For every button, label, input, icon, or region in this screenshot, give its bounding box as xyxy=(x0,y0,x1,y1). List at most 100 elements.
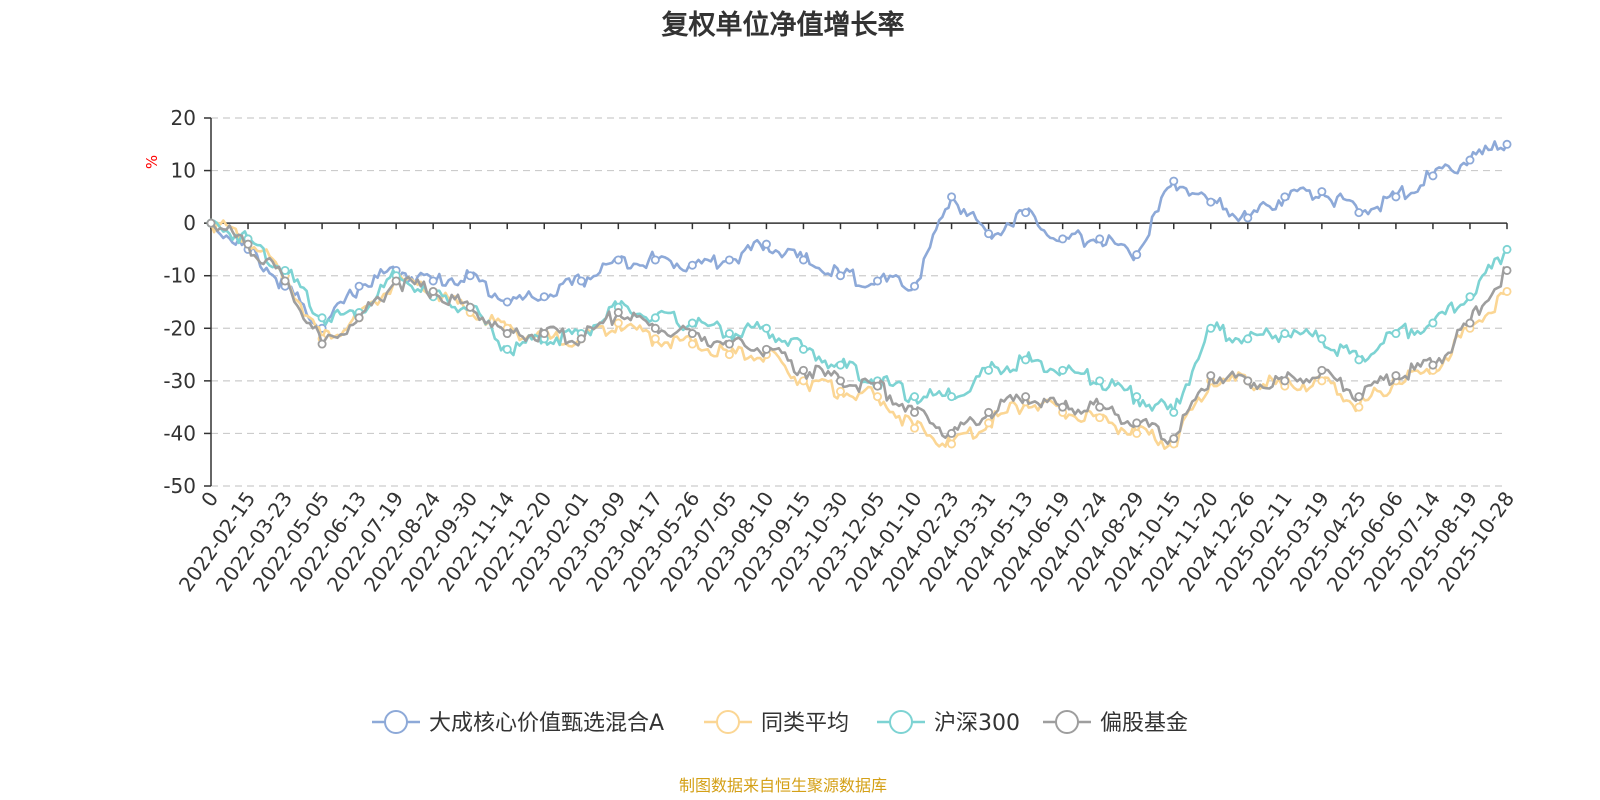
data-point xyxy=(761,344,771,354)
legend[interactable]: 大成核心价值甄选混合A 同类平均 沪深300 偏股基金 xyxy=(372,710,1188,736)
data-point xyxy=(835,376,845,386)
chart-title: 复权单位净值增长率 xyxy=(662,9,905,41)
legend-label: 同类平均 xyxy=(761,711,849,736)
data-point xyxy=(984,407,994,417)
data-point xyxy=(1354,208,1364,218)
legend-marker-icon xyxy=(1055,710,1079,734)
data-point xyxy=(761,239,771,249)
data-point xyxy=(687,318,697,328)
data-point xyxy=(1132,250,1142,260)
data-point xyxy=(1058,365,1068,375)
data-point xyxy=(1428,171,1438,181)
data-point xyxy=(317,339,327,349)
data-point xyxy=(1280,192,1290,202)
data-point xyxy=(910,423,920,433)
data-point xyxy=(354,281,364,291)
data-point xyxy=(1169,176,1179,186)
data-point xyxy=(1317,334,1327,344)
data-point xyxy=(428,276,438,286)
data-point xyxy=(539,329,549,339)
data-point xyxy=(1132,392,1142,402)
data-point xyxy=(1243,334,1253,344)
legend-item[interactable]: 偏股基金 xyxy=(1043,710,1188,736)
data-point xyxy=(1354,355,1364,365)
data-point xyxy=(1206,197,1216,207)
data-point xyxy=(984,229,994,239)
data-point xyxy=(910,392,920,402)
data-point xyxy=(1354,402,1364,412)
data-point xyxy=(947,192,957,202)
data-point xyxy=(280,276,290,286)
data-point xyxy=(798,344,808,354)
data-point xyxy=(650,334,660,344)
data-point xyxy=(873,276,883,286)
data-point xyxy=(1465,292,1475,302)
data-point xyxy=(1169,434,1179,444)
data-point xyxy=(798,255,808,265)
data-point xyxy=(1095,402,1105,412)
data-point xyxy=(798,376,808,386)
data-point xyxy=(984,418,994,428)
data-point xyxy=(465,302,475,312)
x-tick-label: 0 xyxy=(196,487,223,511)
legend-marker-icon xyxy=(384,710,408,734)
legend-item[interactable]: 沪深300 xyxy=(877,710,1020,736)
data-point xyxy=(1206,323,1216,333)
data-point xyxy=(947,428,957,438)
data-point xyxy=(1502,265,1512,275)
data-point xyxy=(502,344,512,354)
data-point xyxy=(1132,418,1142,428)
data-point xyxy=(798,365,808,375)
data-point xyxy=(502,297,512,307)
gridlines xyxy=(211,117,1507,487)
data-point xyxy=(835,271,845,281)
legend-label: 偏股基金 xyxy=(1100,711,1188,736)
data-point xyxy=(650,323,660,333)
data-point xyxy=(1502,139,1512,149)
data-point xyxy=(502,329,512,339)
series-line xyxy=(209,140,1509,334)
data-point xyxy=(1021,392,1031,402)
data-point xyxy=(687,329,697,339)
data-point xyxy=(1391,371,1401,381)
data-point xyxy=(576,334,586,344)
axes xyxy=(210,118,1507,486)
data-point xyxy=(1317,365,1327,375)
data-point xyxy=(687,260,697,270)
data-point xyxy=(1354,392,1364,402)
data-point xyxy=(1132,428,1142,438)
y-tick-label: -30 xyxy=(163,369,196,393)
data-point xyxy=(317,313,327,323)
data-point xyxy=(1465,155,1475,165)
legend-item[interactable]: 同类平均 xyxy=(704,710,849,736)
data-point xyxy=(1317,376,1327,386)
y-axis-ticks: 20 10 0 -10 -20 -30 -40 -50 xyxy=(163,106,211,498)
data-point xyxy=(1169,407,1179,417)
data-point xyxy=(206,218,216,228)
data-point xyxy=(984,365,994,375)
y-tick-label: -40 xyxy=(163,421,196,445)
y-tick-label: 0 xyxy=(183,211,196,235)
data-point xyxy=(724,255,734,265)
y-axis-unit-label: % xyxy=(143,155,161,169)
data-point xyxy=(428,286,438,296)
legend-item[interactable]: 大成核心价值甄选混合A xyxy=(372,710,664,736)
data-point xyxy=(613,318,623,328)
data-point xyxy=(873,381,883,391)
y-tick-label: 20 xyxy=(171,106,196,130)
data-point xyxy=(1502,286,1512,296)
data-point xyxy=(1502,244,1512,254)
data-point xyxy=(1280,329,1290,339)
data-point xyxy=(613,255,623,265)
data-point xyxy=(835,386,845,396)
data-point xyxy=(724,329,734,339)
data-point xyxy=(1095,234,1105,244)
data-point xyxy=(687,339,697,349)
y-tick-label: -10 xyxy=(163,264,196,288)
data-point xyxy=(613,308,623,318)
data-point xyxy=(1021,208,1031,218)
data-point xyxy=(1391,192,1401,202)
data-point xyxy=(835,360,845,370)
data-point xyxy=(1428,360,1438,370)
